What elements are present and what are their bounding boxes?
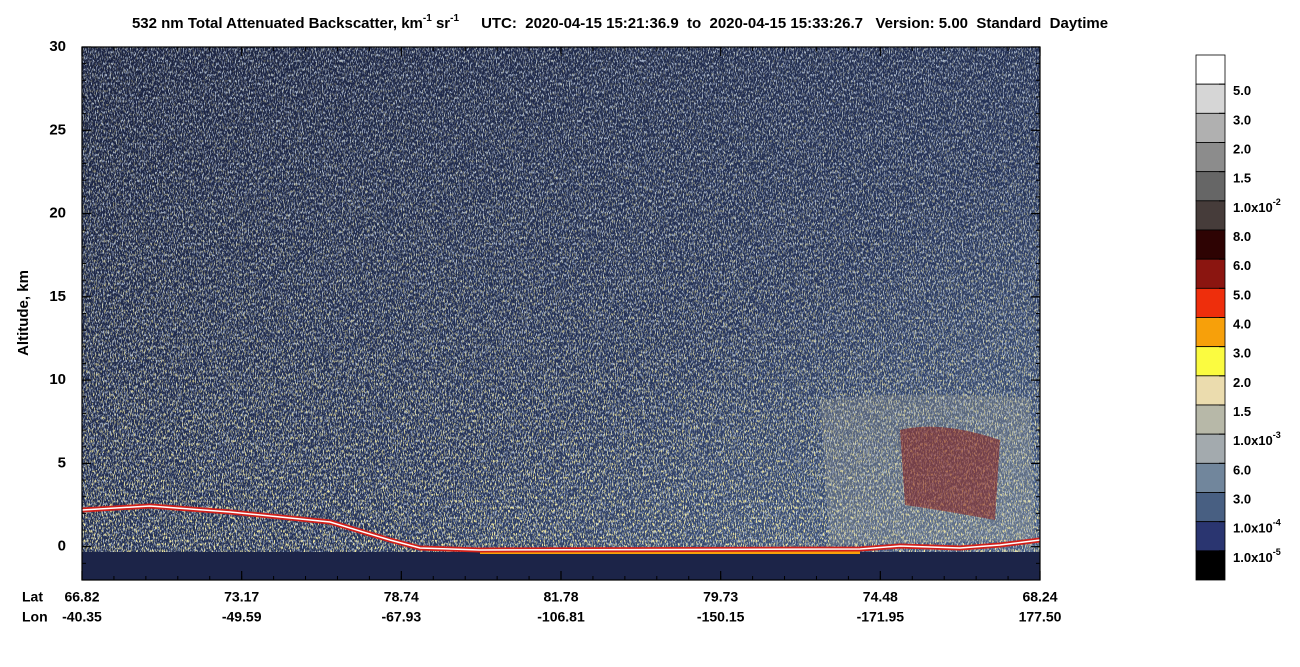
colorbar-label-text: 1.5 — [1233, 171, 1251, 186]
x-tick-label-lat: 68.24 — [1022, 589, 1057, 605]
y-tick-label: 10 — [49, 371, 66, 388]
colorbar-swatch — [1195, 171, 1226, 202]
colorbar-label-text: 6.0 — [1233, 463, 1251, 478]
x-tick-label-lon: -171.95 — [857, 609, 905, 625]
colorbar-label: 3.0 — [1233, 113, 1251, 128]
colorbar-label: 1.5 — [1233, 171, 1251, 186]
x-tick-label-lon: -40.35 — [62, 609, 102, 625]
colorbar-swatch — [1195, 54, 1226, 85]
colorbar-label: 1.0x10-2 — [1233, 197, 1281, 215]
title-part: 532 nm Total Attenuated Backscatter, km — [132, 15, 423, 32]
plot-image — [81, 46, 1041, 581]
colorbar-swatch — [1195, 492, 1226, 523]
colorbar-label-text: 1.0x10 — [1233, 550, 1273, 565]
colorbar-label-text: 4.0 — [1233, 317, 1251, 332]
colorbar-label: 1.0x10-3 — [1233, 431, 1281, 449]
colorbar-label-text: 3.0 — [1233, 492, 1251, 507]
colorbar-label: 1.5 — [1233, 404, 1251, 419]
colorbar-swatch — [1195, 404, 1226, 435]
x-tick-label-lon: -150.15 — [697, 609, 745, 625]
colorbar-label: 3.0 — [1233, 346, 1251, 361]
colorbar-label-text: 1.0x10 — [1233, 200, 1273, 215]
colorbar-label-text: 1.0x10 — [1233, 521, 1273, 536]
x-tick-label-lat: 74.48 — [863, 589, 898, 605]
colorbar-label-text: 5.0 — [1233, 288, 1251, 303]
colorbar-swatch — [1195, 462, 1226, 493]
colorbar-label-exponent: -2 — [1273, 197, 1281, 207]
y-tick-label: 25 — [49, 121, 66, 138]
x-tick-label-lon: -49.59 — [222, 609, 262, 625]
cloud-region — [900, 426, 1000, 520]
x-tick-label-lon: -67.93 — [381, 609, 421, 625]
colorbar-label-text: 3.0 — [1233, 346, 1251, 361]
colorbar-label: 6.0 — [1233, 463, 1251, 478]
colorbar-swatch — [1195, 346, 1226, 377]
colorbar-label-text: 5.0 — [1233, 84, 1251, 99]
colorbar-swatch — [1195, 112, 1226, 143]
colorbar-label: 2.0 — [1233, 142, 1251, 157]
colorbar-swatch — [1195, 550, 1226, 581]
colorbar-label: 1.0x10-4 — [1233, 518, 1281, 536]
colorbar-label: 6.0 — [1233, 259, 1251, 274]
colorbar-label-text: 1.5 — [1233, 404, 1251, 419]
title-superscript: -1 — [423, 13, 432, 24]
colorbar-swatch — [1195, 258, 1226, 289]
y-axis-label: Altitude, km — [15, 270, 32, 356]
colorbar-label-text: 2.0 — [1233, 142, 1251, 157]
colorbar-label-text: 6.0 — [1233, 259, 1251, 274]
surface-return — [81, 505, 1041, 551]
colorbar-swatch — [1195, 142, 1226, 173]
colorbar-label: 3.0 — [1233, 492, 1251, 507]
colorbar-swatch — [1195, 521, 1226, 552]
colorbar-swatch — [1195, 375, 1226, 406]
colorbar-label: 1.0x10-5 — [1233, 547, 1281, 565]
y-tick-label: 15 — [49, 288, 66, 305]
colorbar-label: 2.0 — [1233, 375, 1251, 390]
colorbar-label-exponent: -3 — [1273, 431, 1281, 441]
colorbar-swatch — [1195, 287, 1226, 318]
axes: 0 5 10 15 20 25 30 66.82 -40.35 73.17 -49.59 78.74 -… — [22, 38, 1281, 625]
x-row-label: Lon — [22, 609, 48, 625]
title-part: sr — [432, 15, 451, 32]
colorbar-swatch — [1195, 83, 1226, 114]
colorbar-swatch — [1195, 200, 1226, 231]
y-tick-label: 0 — [58, 538, 66, 555]
noise-texture — [82, 47, 1040, 580]
x-tick-label-lat: 66.82 — [64, 589, 99, 605]
y-tick-label: 30 — [49, 38, 66, 55]
y-tick-label: 5 — [58, 454, 66, 471]
colorbar-label-text: 2.0 — [1233, 375, 1251, 390]
title-subtitle: UTC: 2020-04-15 15:21:36.9 to 2020-04-15… — [481, 15, 1108, 32]
colorbar-label: 5.0 — [1233, 288, 1251, 303]
x-row-label: Lat — [22, 589, 43, 605]
colorbar-swatch — [1195, 317, 1226, 348]
chart-title: 532 nm Total Attenuated Backscatter, km-… — [132, 13, 1108, 32]
colorbar-label-exponent: -5 — [1273, 547, 1281, 557]
x-tick-label-lon: 177.50 — [1019, 609, 1062, 625]
colorbar-label-exponent: -4 — [1273, 518, 1281, 528]
colorbar-swatch — [1195, 433, 1226, 464]
colorbar-label: 8.0 — [1233, 229, 1251, 244]
y-tick-label: 20 — [49, 205, 66, 222]
colorbar-label: 5.0 — [1233, 84, 1251, 99]
colorbar-label-text: 3.0 — [1233, 113, 1251, 128]
colorbar-label-text: 1.0x10 — [1233, 434, 1273, 449]
x-tick-label-lon: -106.81 — [537, 609, 585, 625]
colorbar-label: 4.0 — [1233, 317, 1251, 332]
colorbar-swatch — [1195, 229, 1226, 260]
title-superscript: -1 — [450, 13, 459, 24]
x-tick-label-lat: 73.17 — [224, 589, 259, 605]
x-tick-label-lat: 81.78 — [543, 589, 578, 605]
colorbar-label-text: 8.0 — [1233, 229, 1251, 244]
x-tick-label-lat: 78.74 — [384, 589, 419, 605]
x-tick-label-lat: 79.73 — [703, 589, 738, 605]
